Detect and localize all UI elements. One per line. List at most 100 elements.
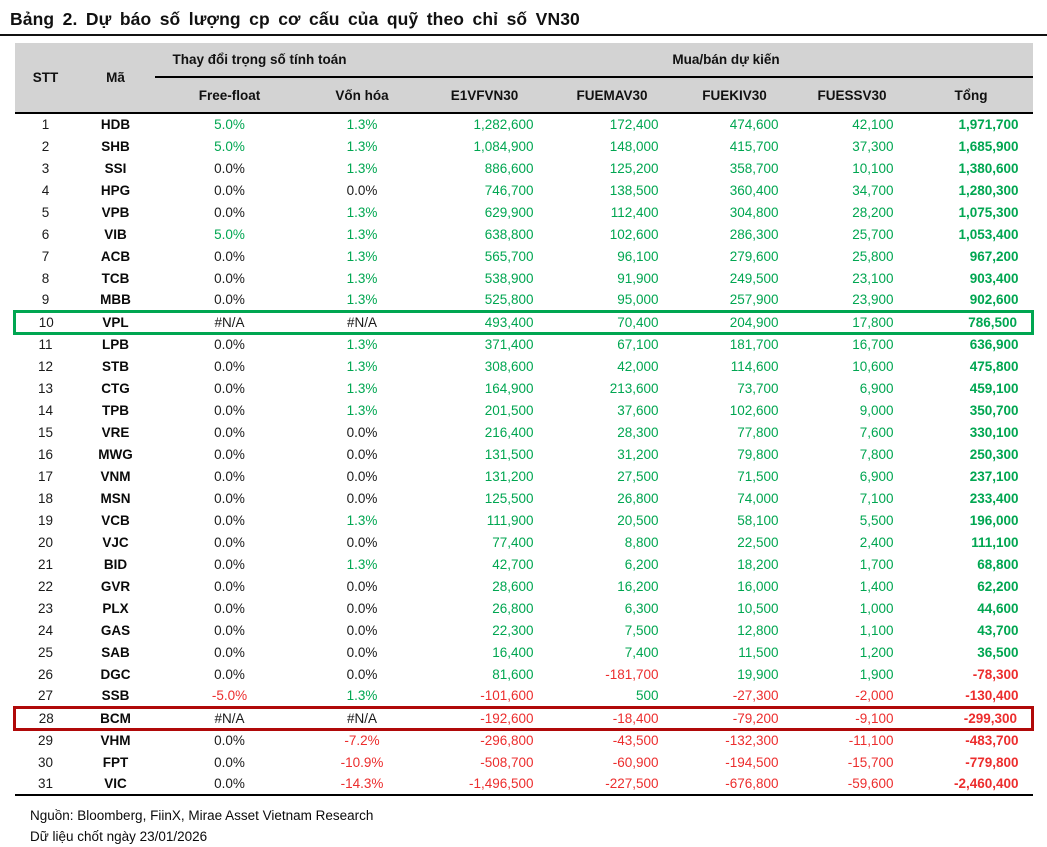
cell-fuemav30: 27,500 — [549, 465, 675, 487]
cell-e1vfvn30: 28,600 — [419, 575, 550, 597]
table-row: 5 VPB 0.0% 1.3% 629,900 112,400 304,800 28,200 1… — [14, 201, 1033, 223]
cell-fuekiv30: 257,900 — [674, 289, 795, 311]
cell-fuekiv30: 279,600 — [674, 245, 795, 267]
cell-e1vfvn30: -101,600 — [419, 685, 550, 707]
column-header-stt: STT — [14, 43, 77, 114]
cell-freefloat: 0.0% — [154, 619, 305, 641]
cell-freefloat: 0.0% — [154, 597, 305, 619]
cell-freefloat: 0.0% — [154, 751, 305, 773]
cell-stt: 24 — [14, 619, 77, 641]
cell-e1vfvn30: 565,700 — [419, 245, 550, 267]
table-title: Bảng 2. Dự báo số lượng cp cơ cấu của qu… — [10, 9, 580, 29]
cell-tong: -779,800 — [909, 751, 1033, 773]
cell-freefloat: 0.0% — [154, 179, 305, 201]
cell-fuessv30: 1,100 — [794, 619, 910, 641]
cell-freefloat: 0.0% — [154, 487, 305, 509]
cell-vonhoa: 0.0% — [304, 421, 420, 443]
cell-vonhoa: 0.0% — [304, 487, 420, 509]
cell-vonhoa: 1.3% — [304, 245, 420, 267]
cell-e1vfvn30: 111,900 — [419, 509, 550, 531]
table-row: 6 VIB 5.0% 1.3% 638,800 102,600 286,300 25,700 1… — [14, 223, 1033, 245]
cell-fuekiv30: -79,200 — [674, 705, 795, 731]
cell-tong: 1,053,400 — [909, 223, 1033, 245]
cell-tong: 1,075,300 — [909, 201, 1033, 223]
cell-tong: 786,500 — [909, 309, 1035, 335]
cell-vonhoa: 0.0% — [304, 575, 420, 597]
cell-fuekiv30: 18,200 — [674, 553, 795, 575]
cell-fuessv30: 25,700 — [794, 223, 910, 245]
cell-ticker: MBB — [76, 289, 155, 311]
cell-fuessv30: 5,500 — [794, 509, 910, 531]
cell-fuekiv30: 181,700 — [674, 333, 795, 355]
cell-fuemav30: 148,000 — [549, 135, 675, 157]
cell-fuemav30: 31,200 — [549, 443, 675, 465]
cell-freefloat: -5.0% — [154, 685, 305, 707]
cell-freefloat: 0.0% — [154, 575, 305, 597]
cell-fuessv30: 28,200 — [794, 201, 910, 223]
cell-fuemav30: -60,900 — [549, 751, 675, 773]
cell-e1vfvn30: 81,600 — [419, 663, 550, 685]
cell-ticker: HDB — [76, 113, 155, 135]
cell-vonhoa: 1.3% — [304, 201, 420, 223]
cell-fuemav30: 6,200 — [549, 553, 675, 575]
cell-freefloat: 0.0% — [154, 201, 305, 223]
cell-fuekiv30: -27,300 — [674, 685, 795, 707]
cell-ticker: CTG — [76, 377, 155, 399]
table-row: 12 STB 0.0% 1.3% 308,600 42,000 114,600 10,600 4… — [14, 355, 1033, 377]
cell-fuemav30: 91,900 — [549, 267, 675, 289]
cell-fuessv30: -59,600 — [794, 773, 910, 796]
cell-fuemav30: 6,300 — [549, 597, 675, 619]
cell-fuekiv30: 415,700 — [674, 135, 795, 157]
cell-freefloat: 0.0% — [154, 157, 305, 179]
cell-stt: 17 — [14, 465, 77, 487]
cell-vonhoa: -7.2% — [304, 729, 420, 751]
cell-freefloat: 0.0% — [154, 641, 305, 663]
cell-freefloat: 0.0% — [154, 465, 305, 487]
cell-vonhoa: -10.9% — [304, 751, 420, 773]
cell-stt: 3 — [14, 157, 77, 179]
cell-tong: 68,800 — [909, 553, 1033, 575]
cell-stt: 23 — [14, 597, 77, 619]
cell-tong: -2,460,400 — [909, 773, 1033, 796]
cell-tong: 902,600 — [909, 289, 1033, 311]
cell-vonhoa: 0.0% — [304, 443, 420, 465]
cell-fuemav30: 16,200 — [549, 575, 675, 597]
cell-fuessv30: -9,100 — [794, 705, 910, 731]
cell-ticker: VRE — [76, 421, 155, 443]
cell-tong: 250,300 — [909, 443, 1033, 465]
cell-freefloat: 0.0% — [154, 729, 305, 751]
cell-e1vfvn30: 746,700 — [419, 179, 550, 201]
cell-freefloat: 0.0% — [154, 773, 305, 796]
cell-fuessv30: 2,400 — [794, 531, 910, 553]
cell-fuemav30: 172,400 — [549, 113, 675, 135]
cell-ticker: DGC — [76, 663, 155, 685]
cell-fuessv30: 1,700 — [794, 553, 910, 575]
cell-tong: -130,400 — [909, 685, 1033, 707]
table-body: 1 HDB 5.0% 1.3% 1,282,600 172,400 474,600 42,10… — [13, 113, 1035, 796]
cell-vonhoa: 1.3% — [304, 267, 420, 289]
cell-e1vfvn30: 638,800 — [419, 223, 550, 245]
cell-fuessv30: -15,700 — [794, 751, 910, 773]
cell-vonhoa: 1.3% — [304, 333, 420, 355]
cell-vonhoa: 0.0% — [304, 465, 420, 487]
cell-fuekiv30: 474,600 — [674, 113, 795, 135]
cell-freefloat: 0.0% — [154, 245, 305, 267]
cell-stt: 13 — [14, 377, 77, 399]
table-row: 10 VPL #N/A #N/A 493,400 70,400 204,900 17,800 7… — [13, 309, 1035, 335]
cell-tong: 636,900 — [909, 333, 1033, 355]
cell-e1vfvn30: 1,084,900 — [419, 135, 550, 157]
cell-vonhoa: #N/A — [304, 309, 420, 335]
cell-tong: 36,500 — [909, 641, 1033, 663]
cell-tong: -78,300 — [909, 663, 1033, 685]
cell-ticker: VPL — [76, 309, 155, 335]
cell-fuekiv30: -194,500 — [674, 751, 795, 773]
cell-fuessv30: 7,800 — [794, 443, 910, 465]
table-row: 25 SAB 0.0% 0.0% 16,400 7,400 11,500 1,200 36,50… — [14, 641, 1033, 663]
cell-tong: 196,000 — [909, 509, 1033, 531]
table-row: 28 BCM #N/A #N/A -192,600 -18,400 -79,200 -9,10… — [13, 705, 1035, 731]
cell-freefloat: #N/A — [154, 705, 305, 731]
cell-freefloat: 5.0% — [154, 113, 305, 135]
cell-e1vfvn30: 371,400 — [419, 333, 550, 355]
cell-e1vfvn30: 22,300 — [419, 619, 550, 641]
cell-fuessv30: 17,800 — [794, 309, 910, 335]
